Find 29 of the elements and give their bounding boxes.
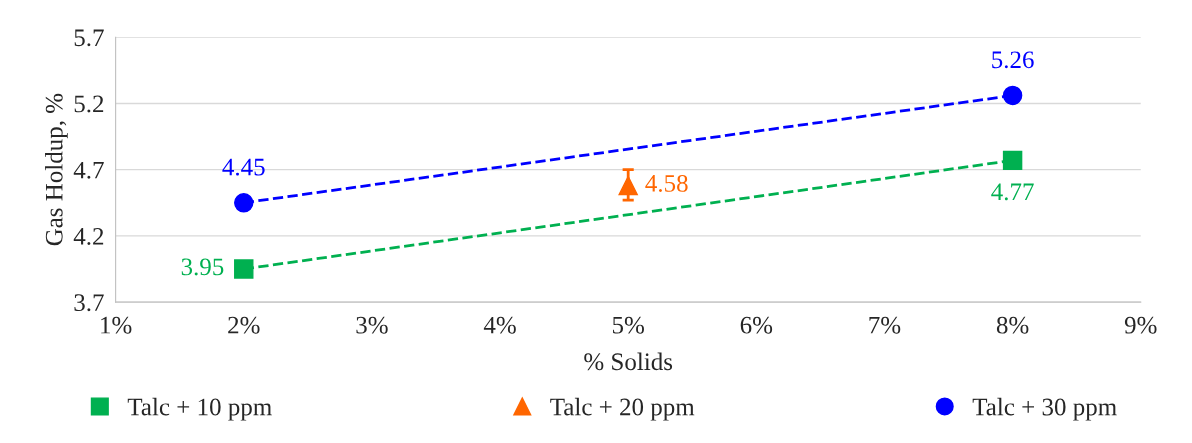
legend-label: Talc + 10 ppm <box>127 397 272 421</box>
point <box>618 175 638 196</box>
data-label: 5.26 <box>992 51 1034 69</box>
x-tick-label: 4% <box>483 316 516 334</box>
x-tick-label: 2% <box>228 316 260 334</box>
y-tick-label: 3.7 <box>74 294 104 312</box>
x-tick-label: 5% <box>612 316 644 334</box>
point <box>1002 150 1023 171</box>
data-label: 3.95 <box>181 258 224 276</box>
x-tick-label: 3% <box>356 316 388 334</box>
data-label: 4.45 <box>222 158 265 176</box>
legend-label: Talc + 20 ppm <box>550 397 695 421</box>
x-axis-title: % Solids <box>584 352 673 371</box>
y-tick-label: 4.7 <box>73 161 104 179</box>
y-tick-label: 4.2 <box>73 228 104 245</box>
data-label: 4.58 <box>645 174 688 192</box>
point <box>1002 85 1023 106</box>
x-tick-label: 7% <box>869 316 901 334</box>
x-tick-label: 9% <box>1124 316 1157 334</box>
y-tick-label: 5.2 <box>74 95 104 113</box>
legend-label: Talc + 30 ppm <box>972 397 1117 421</box>
point <box>234 259 254 279</box>
x-tick-label: 6% <box>740 316 773 334</box>
point <box>234 193 254 213</box>
y-tick-label: 5.7 <box>74 29 104 47</box>
y-axis-title: Gas Holdup, % <box>45 93 68 246</box>
x-tick-label: 1% <box>101 316 132 334</box>
x-tick-label: 8% <box>996 316 1029 334</box>
data-label: 4.77 <box>991 183 1034 201</box>
